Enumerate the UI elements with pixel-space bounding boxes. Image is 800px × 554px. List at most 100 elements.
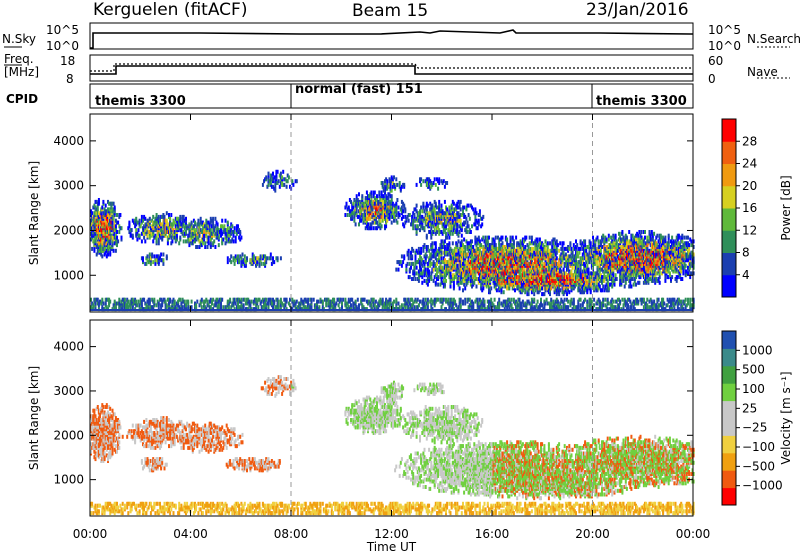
echo-cell bbox=[125, 303, 127, 308]
echo-cell bbox=[482, 245, 485, 249]
echo-cell bbox=[433, 254, 436, 259]
echo-cell bbox=[220, 228, 222, 233]
echo-cell bbox=[110, 201, 113, 206]
echo-cell bbox=[370, 214, 373, 219]
echo-cell bbox=[572, 297, 575, 302]
echo-cell bbox=[112, 216, 115, 221]
echo-cell bbox=[423, 209, 426, 214]
echo-cell bbox=[455, 241, 458, 246]
echo-cell bbox=[521, 241, 524, 246]
echo-cell bbox=[126, 303, 129, 308]
echo-cell bbox=[371, 205, 374, 210]
echo-cell bbox=[391, 305, 394, 310]
echo-cell bbox=[94, 199, 97, 204]
echo-cell bbox=[142, 297, 144, 302]
echo-cell bbox=[374, 198, 377, 202]
echo-cell bbox=[252, 299, 255, 304]
echo-cell bbox=[259, 254, 262, 259]
echo-cell bbox=[480, 252, 483, 257]
echo-cell bbox=[482, 297, 485, 302]
echo-cell bbox=[445, 205, 447, 210]
echo-cell bbox=[257, 305, 260, 310]
echo-cell bbox=[105, 305, 108, 310]
echo-cell bbox=[363, 209, 366, 214]
echo-cell bbox=[143, 228, 146, 233]
echo-cell bbox=[485, 252, 488, 257]
echo-cell bbox=[391, 205, 394, 210]
echo-cell bbox=[149, 261, 152, 266]
echo-cell bbox=[179, 297, 182, 302]
echo-cell bbox=[151, 231, 154, 236]
echo-cell bbox=[471, 263, 473, 268]
echo-cell bbox=[215, 220, 218, 225]
echo-cell bbox=[451, 231, 454, 236]
echo-cell bbox=[350, 213, 352, 217]
echo-cell bbox=[457, 248, 460, 253]
echo-cell bbox=[127, 299, 130, 304]
echo-cell bbox=[452, 277, 455, 281]
echo-cell bbox=[232, 256, 235, 261]
echo-cell bbox=[102, 211, 105, 216]
echo-cell bbox=[164, 224, 167, 229]
echo-cell bbox=[367, 226, 369, 231]
echo-cell bbox=[128, 220, 131, 225]
echo-cell bbox=[452, 228, 455, 233]
echo-cell bbox=[274, 188, 277, 193]
echo-cell bbox=[152, 226, 155, 231]
echo-cell bbox=[175, 233, 178, 238]
beam-title: Beam 15 bbox=[352, 1, 429, 21]
echo-cell bbox=[476, 267, 479, 272]
echo-cell bbox=[456, 263, 459, 268]
echo-cell bbox=[260, 305, 263, 310]
echo-cell bbox=[97, 248, 100, 253]
echo-cell bbox=[403, 297, 406, 302]
echo-cell bbox=[105, 248, 108, 253]
echo-cell bbox=[364, 226, 367, 231]
echo-cell bbox=[536, 237, 539, 242]
echo-cell bbox=[398, 305, 401, 310]
echo-cell bbox=[207, 239, 210, 244]
echo-cell bbox=[111, 207, 114, 212]
echo-cell bbox=[452, 260, 455, 265]
echo-cell bbox=[455, 224, 458, 229]
echo-cell bbox=[498, 237, 501, 242]
echo-cell bbox=[501, 265, 504, 270]
echo-cell bbox=[426, 297, 429, 302]
echo-cell bbox=[213, 303, 216, 308]
echo-cell bbox=[420, 218, 423, 223]
echo-cell bbox=[235, 305, 238, 310]
echo-cell bbox=[497, 246, 499, 251]
echo-cell bbox=[263, 299, 265, 304]
echo-cell bbox=[272, 297, 274, 302]
echo-cell bbox=[395, 207, 398, 212]
echo-cell bbox=[272, 260, 274, 265]
echo-cell bbox=[514, 265, 516, 270]
echo-cell bbox=[457, 282, 460, 287]
echo-cell bbox=[414, 297, 417, 302]
echo-cell bbox=[104, 237, 107, 242]
echo-cell bbox=[563, 297, 566, 302]
echo-cell bbox=[412, 269, 415, 274]
echo-cell bbox=[362, 213, 365, 217]
echo-cell bbox=[233, 297, 236, 302]
echo-cell bbox=[507, 243, 510, 248]
echo-cell bbox=[390, 175, 393, 180]
echo-cell bbox=[543, 261, 546, 266]
echo-cell bbox=[519, 290, 522, 295]
echo-cell bbox=[113, 235, 116, 240]
echo-cell bbox=[265, 297, 268, 302]
echo-cell bbox=[445, 214, 447, 219]
echo-cell bbox=[437, 252, 440, 257]
echo-cell bbox=[497, 305, 499, 310]
echo-cell bbox=[486, 239, 489, 244]
echo-cell bbox=[230, 254, 233, 259]
echo-cell bbox=[412, 222, 415, 227]
echo-cell bbox=[504, 303, 507, 308]
echo-cell bbox=[156, 299, 159, 304]
cpid-panel bbox=[89, 83, 694, 109]
echo-cell bbox=[429, 260, 432, 265]
echo-cell bbox=[421, 299, 424, 304]
echo-cell bbox=[514, 288, 516, 293]
echo-cell bbox=[166, 235, 169, 240]
echo-cell bbox=[475, 211, 478, 216]
